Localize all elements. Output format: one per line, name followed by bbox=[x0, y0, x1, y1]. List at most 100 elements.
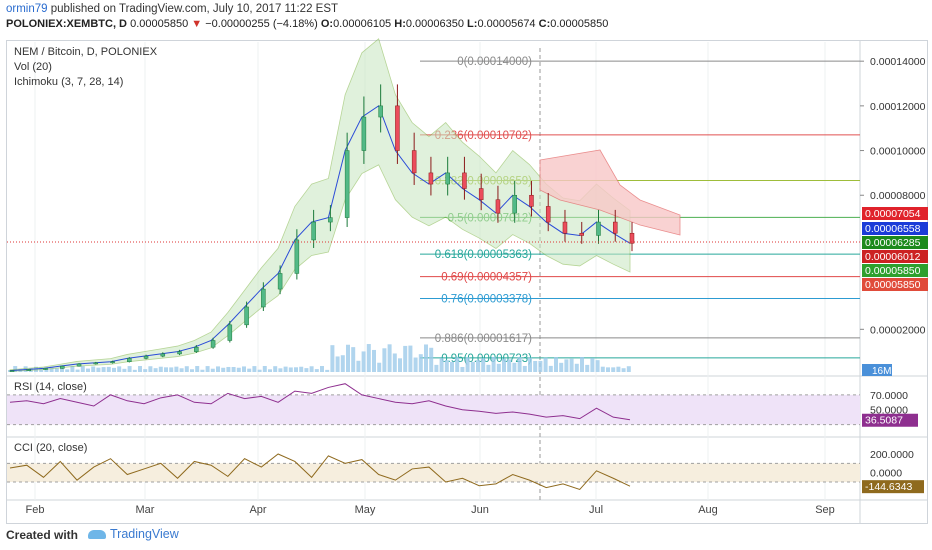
fib-level-label: 0.886(0.00001617) bbox=[435, 333, 532, 345]
y-tick-label: 0.00012000 bbox=[870, 101, 926, 113]
cci-value-badge bbox=[862, 480, 924, 494]
price-badge-text: 0.00005850 bbox=[865, 265, 921, 277]
volume-bar bbox=[257, 369, 262, 372]
volume-bar bbox=[273, 366, 278, 372]
candle bbox=[93, 362, 99, 365]
cci-line bbox=[9, 453, 631, 491]
volume-bar bbox=[278, 368, 283, 372]
volume-bar bbox=[590, 358, 595, 372]
rsi-line bbox=[9, 383, 631, 421]
volume-bar bbox=[398, 358, 402, 372]
symbol-ohlc-line: POLONIEX:XEMBTC, D 0.00005850 ▼ −0.00000… bbox=[6, 18, 608, 30]
rsi-value-badge bbox=[862, 413, 918, 427]
price-change: −0.00000255 (−4.18%) bbox=[205, 18, 318, 30]
volume-bar bbox=[205, 366, 210, 372]
candle bbox=[579, 232, 584, 236]
volume-bar bbox=[164, 367, 168, 372]
candle bbox=[361, 116, 367, 151]
volume-bar bbox=[626, 366, 631, 372]
volume-bar bbox=[356, 360, 361, 372]
price-badge bbox=[862, 250, 928, 263]
volume-bar bbox=[106, 366, 111, 372]
fib-level-label: 0.76(0.00003378) bbox=[441, 294, 532, 306]
price-badge bbox=[862, 207, 928, 220]
x-tick-label: Mar bbox=[136, 504, 155, 516]
candle bbox=[110, 361, 115, 364]
volume-bar bbox=[559, 362, 564, 372]
volume-bar bbox=[606, 367, 610, 372]
open-value: 0.00006105 bbox=[333, 18, 392, 30]
volume-bar bbox=[179, 368, 184, 372]
candle bbox=[445, 172, 450, 185]
price-badge bbox=[862, 222, 928, 235]
volume-bar bbox=[502, 358, 506, 372]
volume-bar bbox=[112, 367, 116, 372]
volume-bar bbox=[585, 364, 590, 372]
candle bbox=[143, 355, 149, 359]
candle bbox=[462, 172, 467, 189]
close-label: C: bbox=[538, 18, 551, 30]
volume-badge bbox=[862, 364, 892, 376]
candle bbox=[395, 105, 400, 151]
tradingview-logo[interactable]: TradingView bbox=[88, 527, 179, 541]
volume-bar bbox=[465, 357, 470, 372]
volume-badge-text: 16M bbox=[872, 366, 891, 377]
volume-bar bbox=[470, 361, 475, 372]
candle bbox=[529, 194, 534, 207]
volume-bar bbox=[450, 361, 454, 372]
down-triangle-icon: ▼ bbox=[191, 18, 203, 30]
fib-level-label: 0(0.00014000) bbox=[457, 56, 532, 68]
tradingview-brand: TradingView bbox=[110, 527, 179, 541]
created-with-label: Created with bbox=[6, 528, 79, 542]
y-tick-label: 0.00014000 bbox=[870, 56, 926, 68]
y-tick-label: 0.00002000 bbox=[870, 324, 926, 336]
open-label: O: bbox=[320, 18, 334, 30]
price-badge-text: 0.00006285 bbox=[865, 237, 921, 249]
main-legend-title: NEM / Bitcoin, D, POLONIEX bbox=[14, 46, 158, 58]
volume-bar bbox=[429, 347, 434, 372]
price-badge bbox=[862, 236, 928, 249]
volume-bar bbox=[288, 367, 293, 372]
volume-bar bbox=[413, 357, 418, 372]
publish-line: ormin79 published on TradingView.com, Ju… bbox=[6, 3, 338, 15]
volume-bar bbox=[283, 366, 288, 372]
volume-bar bbox=[101, 367, 106, 372]
volume-bar bbox=[611, 367, 616, 372]
rsi-tick-label: 70.0000 bbox=[870, 390, 908, 402]
volume-bar bbox=[314, 369, 319, 372]
author-link[interactable]: ormin79 bbox=[6, 3, 48, 15]
candle bbox=[261, 288, 266, 308]
volume-bar bbox=[517, 357, 522, 372]
volume-bar bbox=[75, 369, 80, 372]
fib-level-label: 0.69(0.00004357) bbox=[441, 272, 532, 284]
volume-bar bbox=[320, 366, 324, 372]
x-tick-label: Sep bbox=[815, 504, 835, 516]
volume-bar bbox=[252, 366, 257, 372]
volume-bar bbox=[132, 369, 137, 372]
x-tick-label: May bbox=[355, 504, 376, 516]
volume-bar bbox=[143, 369, 148, 372]
volume-bar bbox=[184, 366, 189, 372]
low-label: L: bbox=[467, 18, 478, 30]
price-badge-text: 0.00006558 bbox=[865, 223, 921, 235]
volume-bar bbox=[195, 366, 200, 372]
close-value: 0.00005850 bbox=[550, 18, 609, 30]
ichimoku-legend: Ichimoku (3, 7, 28, 14) bbox=[14, 76, 124, 88]
candle bbox=[277, 273, 283, 290]
candle bbox=[9, 370, 15, 372]
volume-bar bbox=[616, 366, 621, 372]
price-badge bbox=[862, 278, 928, 291]
volume-bar bbox=[538, 360, 543, 372]
cci-tick-label: 0.0000 bbox=[870, 468, 902, 480]
volume-bar bbox=[621, 368, 626, 372]
candle bbox=[545, 206, 551, 223]
ichimoku-cloud bbox=[9, 38, 631, 372]
volume-bar bbox=[460, 366, 465, 372]
volume-bar bbox=[200, 369, 205, 372]
volume-bar bbox=[340, 355, 345, 372]
volume-legend: Vol (20) bbox=[14, 61, 52, 73]
symbol-label: POLONIEX:XEMBTC, D bbox=[6, 18, 128, 30]
cci-tick-label: 200.0000 bbox=[870, 449, 914, 461]
volume-bar bbox=[408, 345, 413, 372]
